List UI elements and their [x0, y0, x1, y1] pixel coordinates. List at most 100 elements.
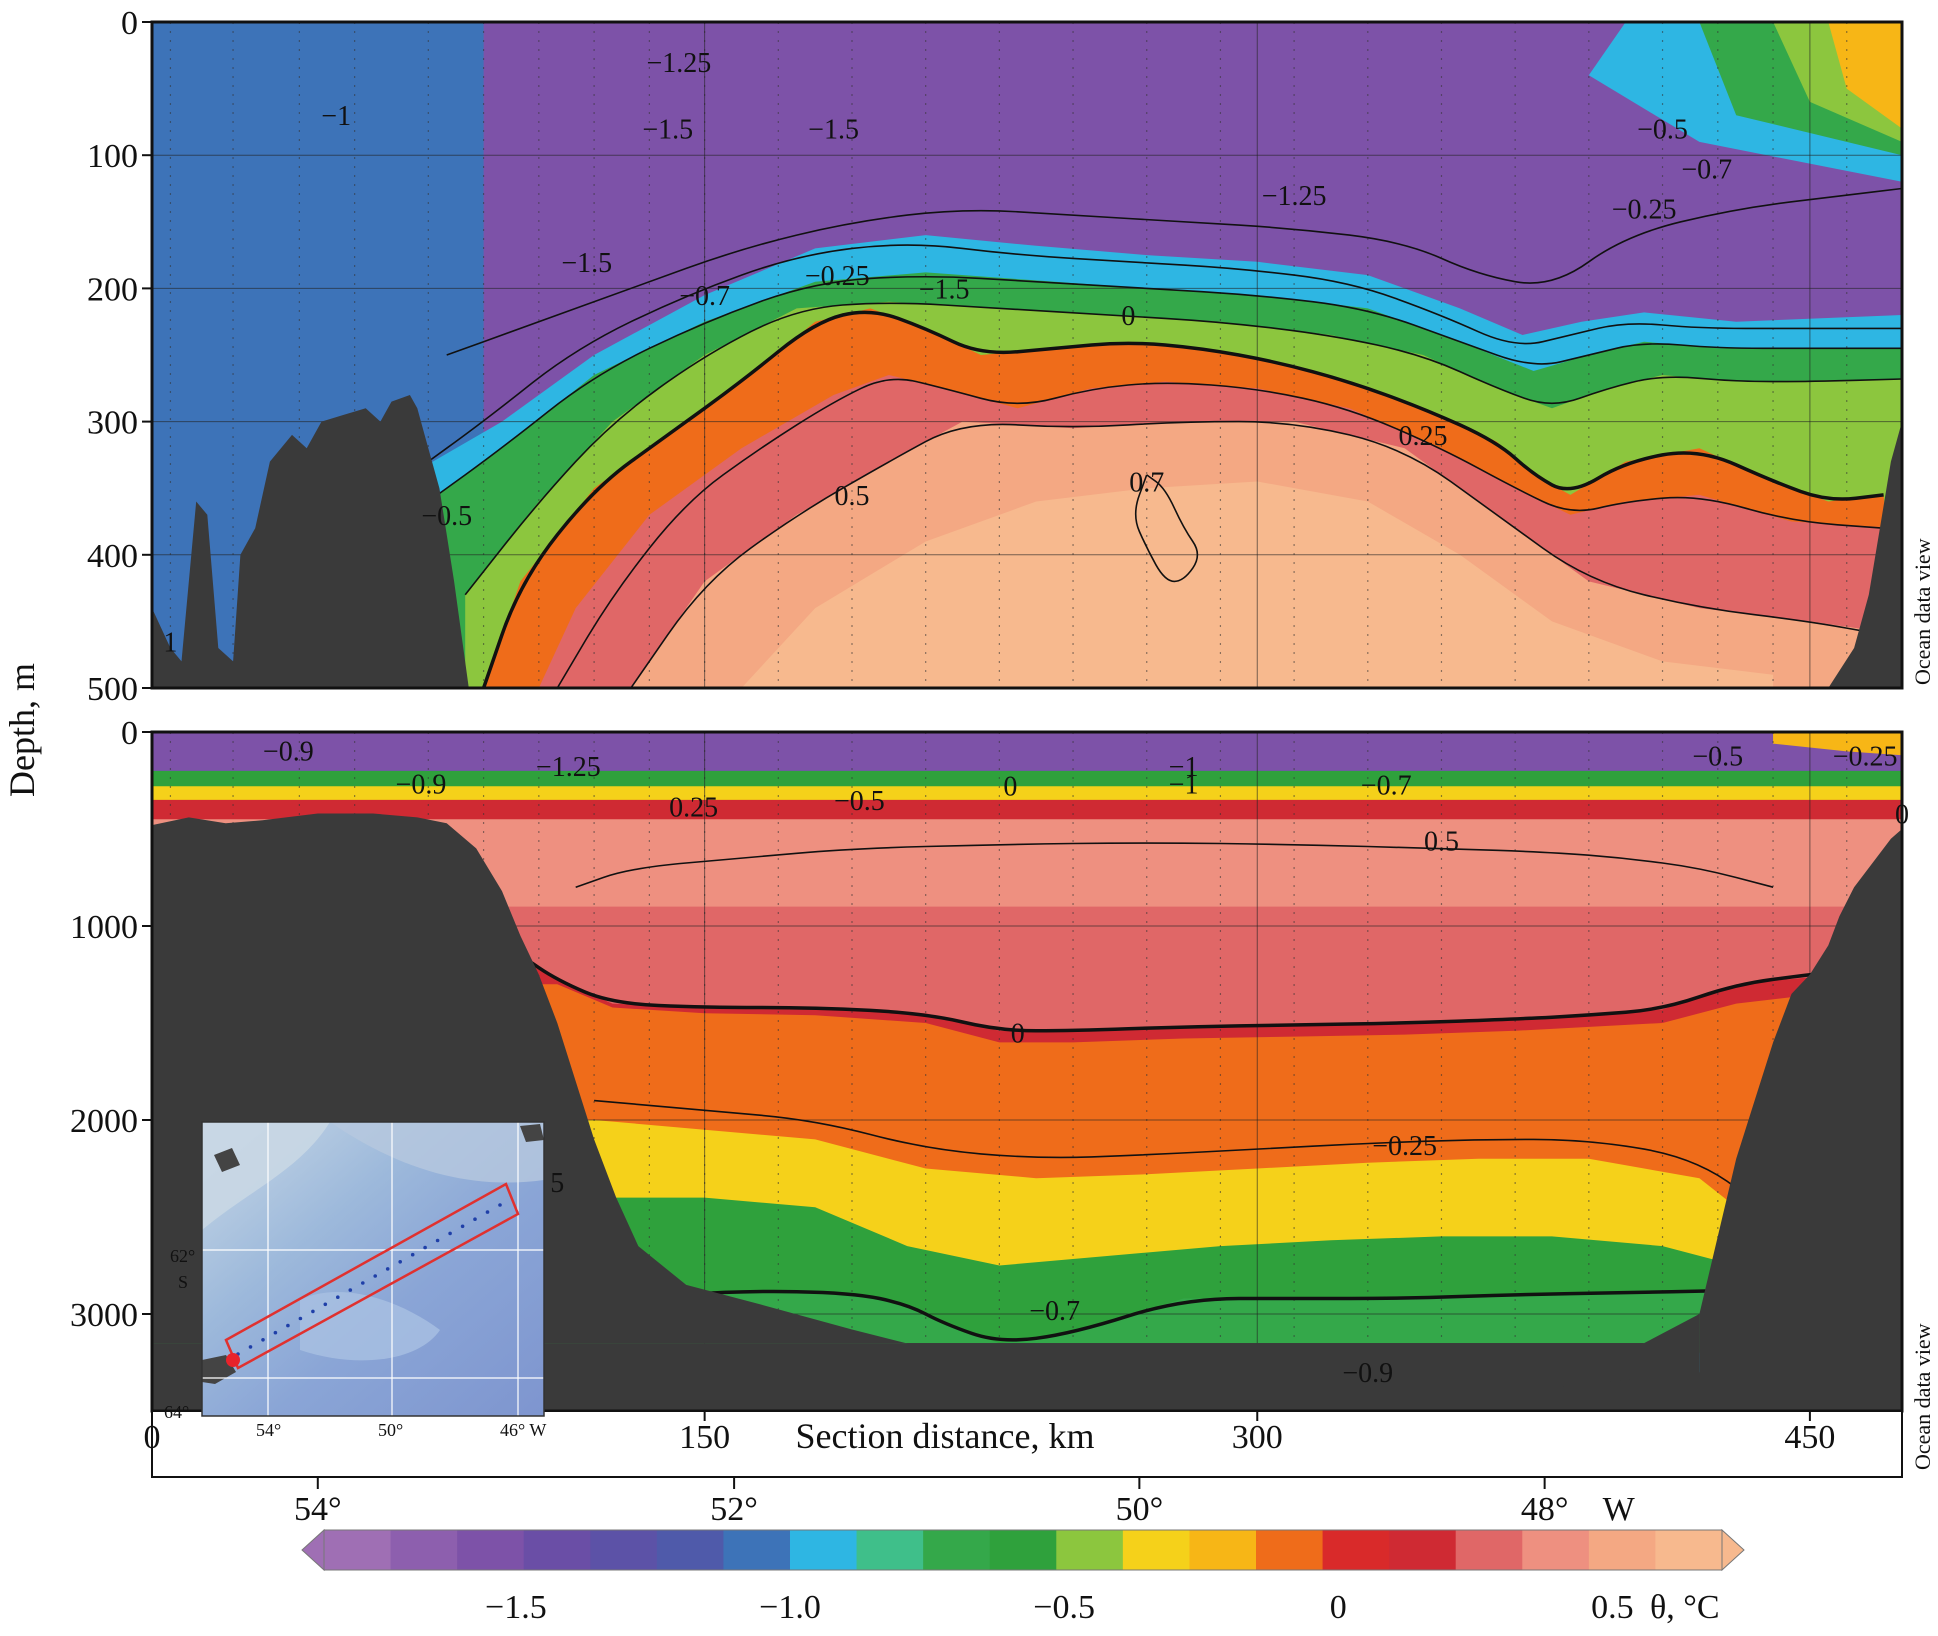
inset-station [261, 1338, 265, 1342]
y-tick-label: 400 [87, 538, 138, 575]
inset-grid [202, 1122, 544, 1416]
colorbar-swatch [1122, 1530, 1191, 1570]
lower-contours [519, 842, 1866, 1393]
colorbar-swatch [723, 1530, 791, 1570]
contour-label: −1 [1169, 752, 1199, 783]
contour-label: 0.5 [835, 481, 870, 512]
y-tick-label: 300 [87, 405, 138, 442]
inset-station [385, 1267, 390, 1271]
lower-field-layer [1773, 732, 1902, 756]
x-tick-label: 450 [1784, 1419, 1835, 1456]
contour-line [519, 953, 1866, 1033]
inset-station [248, 1345, 253, 1349]
inset-station [311, 1309, 315, 1314]
y-axis-label: Depth, m [2, 663, 42, 797]
inset-station [448, 1231, 452, 1236]
upper-terrain-left [152, 395, 469, 688]
inset-station [336, 1295, 340, 1299]
contour-line [594, 1099, 1774, 1218]
contour-label: −0.25 [805, 261, 870, 292]
inset-station [361, 1281, 365, 1285]
inset-map: 62° S 64° 54° 50° 46° W [164, 1121, 546, 1440]
inset-station [435, 1238, 440, 1243]
contour-label: −0.9 [1342, 1358, 1393, 1389]
colorbar-swatch [790, 1530, 858, 1570]
inset-lat-64: 64° [164, 1402, 189, 1422]
inset-lon-50: 50° [378, 1420, 403, 1440]
inset-lat-s: S [178, 1272, 188, 1292]
contour-line [446, 187, 1902, 356]
colorbar-swatch [457, 1530, 525, 1570]
contour-label: −0.7 [1681, 155, 1732, 186]
contour-label: 0 [1011, 1019, 1025, 1050]
inset-station [460, 1224, 465, 1229]
colorbar-swatch [1455, 1530, 1523, 1570]
distance-ticks: 0 150 300 450 [144, 1411, 1835, 1456]
lower-watermark: Ocean data view [1910, 1323, 1935, 1470]
inset-station [498, 1203, 502, 1207]
lon-tick-label: 48° [1521, 1491, 1569, 1528]
colorbar-tick-label: −1.0 [759, 1589, 821, 1626]
inset-start-marker [226, 1353, 240, 1367]
contour-label: −0.5 [1692, 741, 1743, 772]
lon-tick-label: 52° [710, 1491, 758, 1528]
lower-y-ticks: 0 1000 2000 3000 [70, 715, 152, 1334]
inset-station [398, 1260, 403, 1264]
upper-terrain-right [1828, 421, 1902, 688]
lower-surface-layer [152, 732, 1902, 771]
x-tick-label: 150 [679, 1419, 730, 1456]
inset-station [410, 1252, 415, 1257]
upper-field-layer [1828, 22, 1902, 129]
contour-label: −0.9 [396, 769, 447, 800]
colorbar-swatch [923, 1530, 991, 1570]
contour-line [481, 310, 1884, 688]
x-tick-label: 300 [1232, 1419, 1283, 1456]
upper-bathymetry [152, 395, 1902, 688]
colorbar-swatch [989, 1530, 1057, 1570]
colorbar-min-arrow [301, 1528, 325, 1572]
contour-label: −0.9 [263, 736, 314, 767]
contour-label: −0.25 [1372, 1131, 1437, 1162]
colorbar-swatch [590, 1530, 658, 1570]
contour-label: 0 [1003, 771, 1017, 802]
longitude-axis: 54° 52° 50° 48° W [294, 1477, 1636, 1528]
upper-section-panel: −1.25−1.5−1 −1.5−1.5−1.25−1.5−0.25−0.70−0… [87, 5, 1935, 708]
upper-contours [409, 187, 1902, 688]
lower-terrain-floor [152, 1372, 1902, 1411]
colorbar-tick-label: −0.5 [1033, 1589, 1095, 1626]
colorbar-swatch [523, 1530, 591, 1570]
contour-label: 0.25 [1399, 421, 1448, 452]
contour-label: −1 [321, 101, 351, 132]
inset-lon-46: 46° W [500, 1420, 546, 1440]
contour-label: −0.25 [1833, 741, 1898, 772]
inset-station [323, 1302, 328, 1307]
colorbar-swatch [1522, 1530, 1590, 1570]
inset-station [473, 1217, 477, 1221]
inset-station [298, 1316, 303, 1321]
y-tick-label: 100 [87, 138, 138, 175]
contour-label: −0.5 [834, 786, 885, 817]
colorbar-swatch [324, 1530, 392, 1570]
colorbar-unit-label: θ, °C [1650, 1589, 1720, 1626]
contour-label: −1.25 [536, 752, 601, 783]
contour-label: −1.25 [1262, 181, 1327, 212]
colorbar: −1.5 −1.0 −0.5 0 0.5 θ, °C [301, 1528, 1745, 1626]
colorbar-swatches [324, 1530, 1723, 1570]
contour-label: 5 [550, 1168, 564, 1199]
contour-label: −1.5 [808, 115, 859, 146]
colorbar-swatch [656, 1530, 725, 1570]
y-tick-label: 500 [87, 671, 138, 708]
upper-y-ticks: 0 100 200 300 400 500 [87, 5, 152, 708]
colorbar-swatch [390, 1530, 458, 1570]
x-tick-label: 0 [144, 1419, 161, 1456]
colorbar-swatch [1322, 1530, 1390, 1570]
colorbar-swatch [1189, 1530, 1257, 1570]
contour-label: −0.7 [1029, 1296, 1080, 1327]
contour-line [630, 1288, 1718, 1342]
y-tick-label: 0 [121, 715, 138, 752]
inset-lon-54: 54° [256, 1420, 281, 1440]
colorbar-swatch [1389, 1530, 1457, 1570]
lower-terrain-right [1699, 829, 1902, 1411]
contour-label: −1.5 [642, 115, 693, 146]
